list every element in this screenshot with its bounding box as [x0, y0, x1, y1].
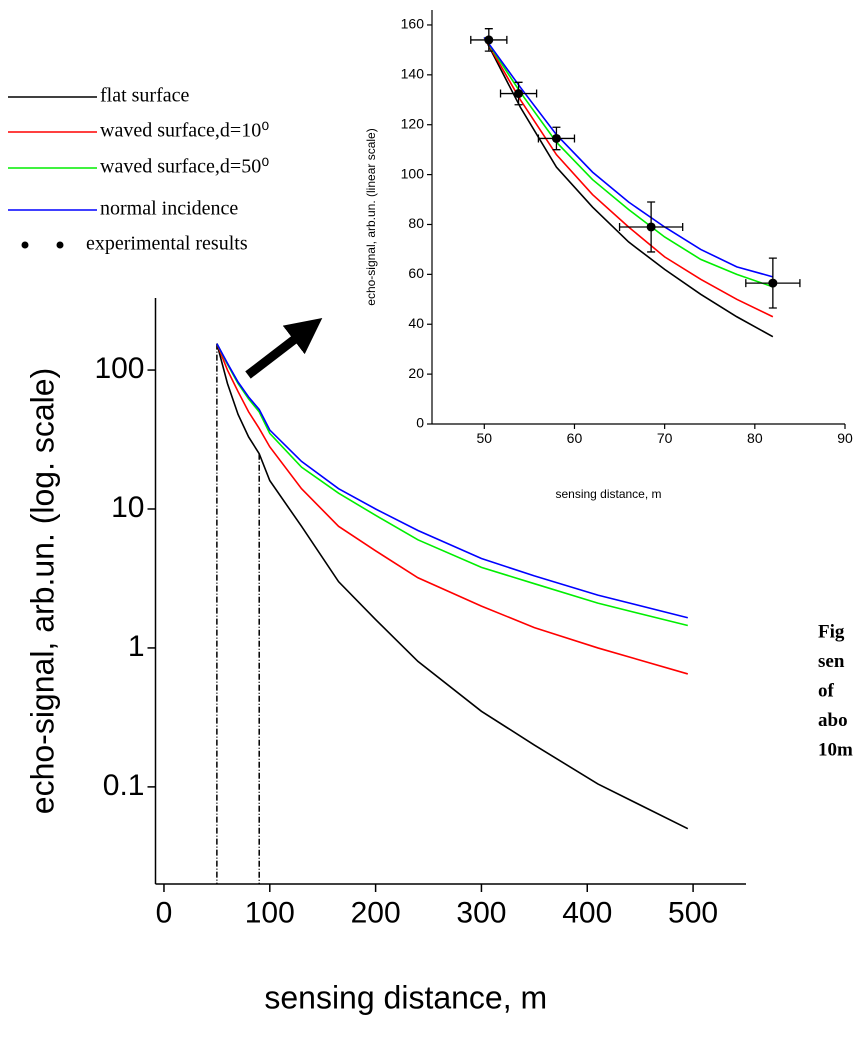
y-tick-label: 160 [401, 16, 425, 32]
legend-label: flat surface [100, 85, 190, 107]
data-point [646, 222, 656, 232]
y-tick-label: 60 [408, 265, 424, 281]
series-line [483, 37, 774, 338]
x-tick-label: 80 [747, 430, 763, 446]
y-tick-label: 140 [401, 66, 425, 82]
legend-label: experimental results [86, 233, 248, 255]
y-tick-label: 100 [401, 165, 425, 181]
caption-line: Fig [818, 621, 845, 642]
series-line [216, 343, 689, 830]
x-axis-label: sensing distance, m [555, 487, 661, 501]
legend-label: waved surface,d=10⁰ [100, 120, 269, 142]
y-tick-label: 80 [408, 215, 424, 231]
y-axis-label: echo-signal, arb.un. (log. scale) [24, 368, 60, 814]
arrow [245, 318, 323, 379]
x-axis-label: sensing distance, m [264, 979, 547, 1015]
y-axis-label: echo-signal, arb.un. (linear scale) [364, 128, 378, 305]
y-tick-label: 20 [408, 365, 424, 381]
y-tick-label: 10 [111, 491, 144, 524]
legend-marker [56, 241, 64, 249]
series-line [483, 36, 774, 288]
data-point [514, 89, 524, 99]
series-line [483, 36, 774, 278]
y-tick-label: 0.1 [103, 769, 145, 802]
series-line [216, 343, 688, 619]
y-tick-label: 1 [128, 630, 145, 663]
y-tick-label: 40 [408, 315, 424, 331]
series-line [216, 343, 689, 675]
caption-line: 10m [818, 739, 853, 760]
caption-line: sen [818, 651, 845, 672]
y-tick-label: 100 [94, 352, 144, 385]
x-tick-label: 300 [456, 896, 506, 929]
legend-label: waved surface,d=50⁰ [100, 156, 269, 178]
caption-line: of [818, 680, 835, 701]
legend-marker [21, 241, 29, 249]
x-tick-label: 0 [156, 896, 173, 929]
data-point [551, 133, 561, 143]
y-tick-label: 0 [416, 415, 424, 431]
x-tick-label: 500 [668, 896, 718, 929]
series-line [216, 343, 688, 627]
x-tick-label: 70 [657, 430, 673, 446]
data-point [484, 35, 494, 45]
x-tick-label: 200 [351, 896, 401, 929]
x-tick-label: 90 [837, 430, 853, 446]
x-tick-label: 100 [245, 896, 295, 929]
x-tick-label: 400 [562, 896, 612, 929]
y-tick-label: 120 [401, 115, 425, 131]
caption-line: abo [818, 710, 848, 731]
x-tick-label: 60 [567, 430, 583, 446]
data-point [768, 278, 778, 288]
x-tick-label: 50 [477, 430, 493, 446]
series-line [483, 37, 774, 318]
legend-label: normal incidence [100, 198, 238, 220]
